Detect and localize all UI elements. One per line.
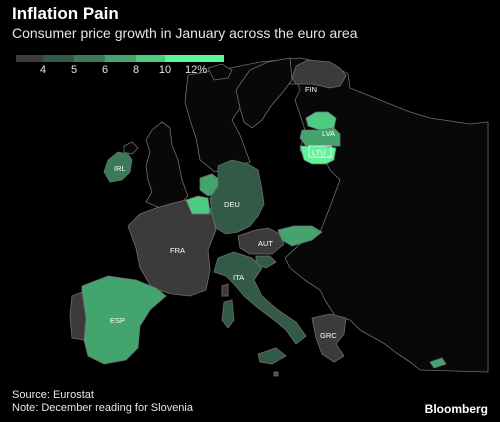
label-esp: ESP [110, 316, 125, 325]
label-deu: DEU [224, 200, 240, 209]
country-mlt [273, 371, 279, 377]
legend-label-5: 5 [70, 64, 78, 76]
chart-title: Inflation Pain [12, 4, 119, 23]
scandinavia [235, 57, 293, 129]
color-legend: 4 5 6 8 10 12% [16, 55, 224, 77]
country-fra-corsica [221, 283, 229, 297]
source-note: Source: Eurostat [12, 389, 94, 401]
legend-swatch-2 [74, 55, 105, 62]
great-britain [145, 121, 189, 209]
country-lva [299, 127, 341, 147]
country-ita-sardinia [221, 299, 235, 329]
norway-coast [207, 63, 233, 81]
label-fra: FRA [170, 246, 185, 255]
country-prt [69, 291, 87, 341]
northern-ireland [123, 141, 139, 155]
label-fin: FIN [305, 85, 317, 94]
label-aut: AUT [258, 239, 273, 248]
country-svk [277, 225, 323, 247]
legend-label-8: 8 [132, 64, 140, 76]
label-ita: ITA [233, 273, 244, 282]
country-grc [311, 313, 347, 363]
country-ita [213, 251, 307, 345]
label-grc: GRC [320, 331, 337, 340]
legend-swatch-1 [43, 55, 74, 62]
footnote: Note: December reading for Slovenia [12, 402, 193, 414]
label-ltu-box [308, 145, 332, 158]
legend-swatch-4 [136, 55, 165, 62]
legend-swatch-3 [105, 55, 136, 62]
chart-subtitle: Consumer price growth in January across … [12, 25, 358, 41]
label-ltu: LTU [312, 148, 326, 157]
country-ita-sicily [257, 347, 287, 365]
label-irl: IRL [114, 164, 126, 173]
legend-label-12: 12% [184, 64, 208, 76]
country-cyp [429, 357, 447, 369]
country-fin [291, 59, 347, 89]
legend-label-6: 6 [101, 64, 109, 76]
label-lva: LVA [322, 129, 335, 138]
country-deu [209, 159, 265, 235]
country-aut [237, 227, 285, 255]
legend-swatch-0 [16, 55, 43, 62]
country-est [305, 111, 337, 131]
legend-swatch-5 [165, 55, 224, 62]
legend-label-10: 10 [158, 64, 172, 76]
country-irl [103, 151, 133, 183]
legend-label-4: 4 [39, 64, 47, 76]
country-fra [127, 199, 217, 297]
bloomberg-logo: Bloomberg [424, 402, 488, 416]
